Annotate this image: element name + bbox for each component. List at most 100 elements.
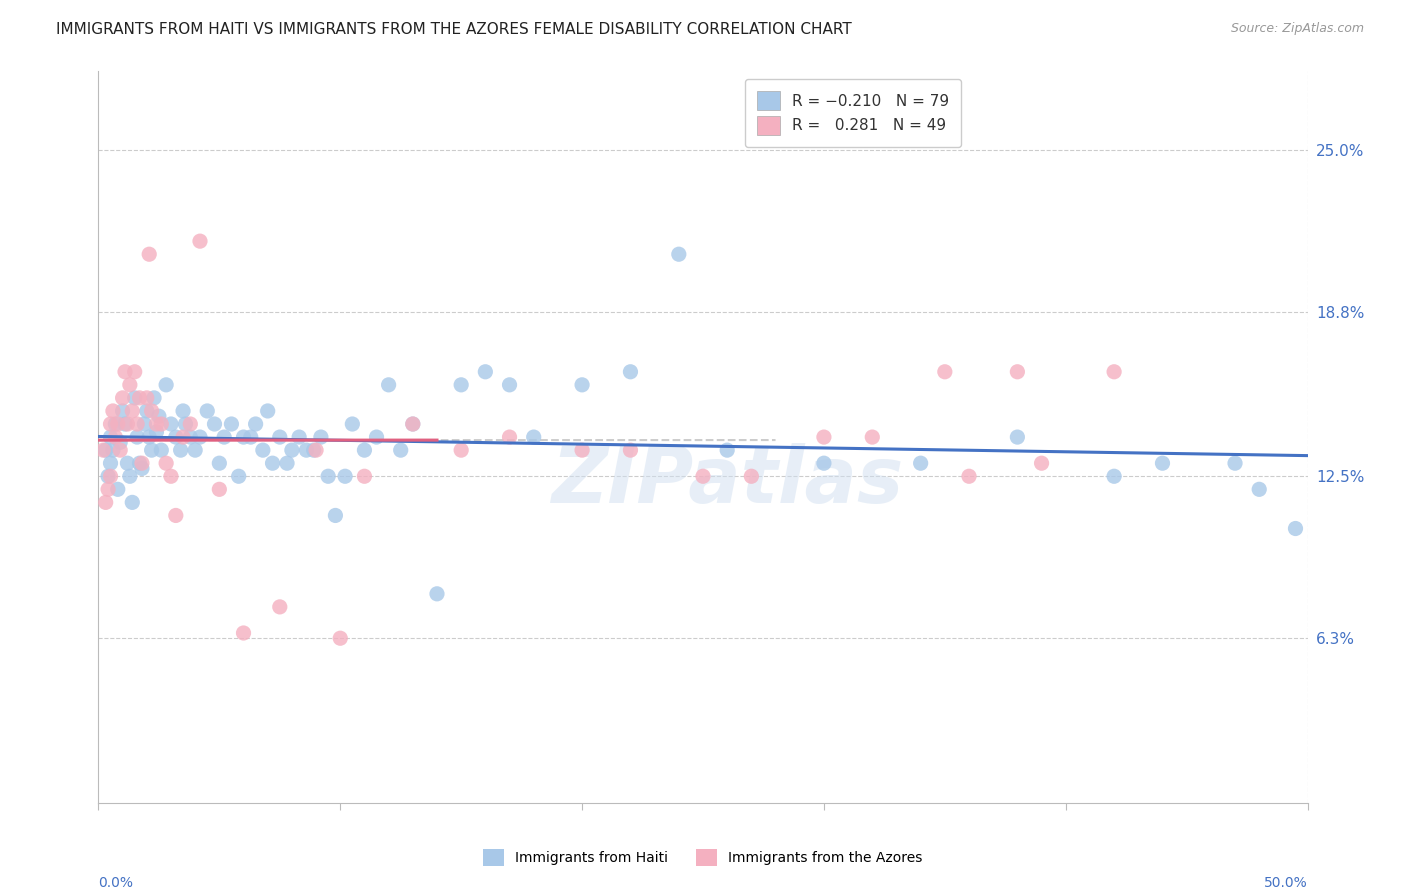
Point [121,495,143,509]
Point [813,430,835,444]
Text: IMMIGRANTS FROM HAITI VS IMMIGRANTS FROM THE AZORES FEMALE DISABILITY CORRELATIO: IMMIGRANTS FROM HAITI VS IMMIGRANTS FROM… [56,22,852,37]
Point [138,247,160,261]
Point [269,599,291,614]
Point [571,443,593,458]
Point [910,456,932,470]
Point [668,247,690,261]
Point [860,430,883,444]
Point [117,417,139,431]
Point [309,430,332,444]
Point [111,391,134,405]
Point [141,443,163,458]
Point [141,404,163,418]
Point [117,456,139,470]
Point [97,469,120,483]
Point [1152,456,1174,470]
Point [195,404,218,418]
Legend: R = −0.210   N = 79, R =   0.281   N = 49: R = −0.210 N = 79, R = 0.281 N = 49 [745,79,962,147]
Point [571,377,593,392]
Point [155,377,177,392]
Point [107,483,129,497]
Point [1031,456,1053,470]
Point [288,430,311,444]
Point [97,483,120,497]
Point [101,443,124,458]
Point [107,417,129,431]
Point [366,430,388,444]
Point [1284,521,1306,535]
Point [118,377,141,392]
Point [740,469,762,483]
Point [957,469,980,483]
Point [150,417,173,431]
Point [188,430,211,444]
Point [127,417,149,431]
Point [138,430,160,444]
Point [256,404,278,418]
Text: 0.0%: 0.0% [98,876,134,890]
Point [281,443,304,458]
Point [692,469,714,483]
Point [208,483,231,497]
Point [174,417,197,431]
Point [179,430,201,444]
Point [172,430,194,444]
Point [269,430,291,444]
Point [426,587,449,601]
Point [619,443,641,458]
Point [169,443,191,458]
Point [325,508,347,523]
Point [114,365,136,379]
Point [124,365,146,379]
Point [128,456,150,470]
Point [160,417,183,431]
Point [155,456,177,470]
Point [134,417,156,431]
Point [498,377,520,392]
Point [111,404,134,418]
Point [450,377,472,392]
Point [1102,469,1125,483]
Point [221,417,243,431]
Point [1007,365,1029,379]
Point [184,443,207,458]
Point [179,417,201,431]
Point [450,443,472,458]
Point [94,443,117,458]
Point [305,443,328,458]
Point [402,417,425,431]
Point [101,404,124,418]
Point [100,456,122,470]
Point [1007,430,1029,444]
Point [813,456,835,470]
Point [1249,483,1271,497]
Point [353,469,375,483]
Point [333,469,356,483]
Point [143,391,166,405]
Point [498,430,520,444]
Text: 50.0%: 50.0% [1264,876,1308,890]
Point [619,365,641,379]
Text: ZIPatlas: ZIPatlas [551,443,903,519]
Point [135,391,157,405]
Point [94,495,117,509]
Point [232,626,254,640]
Point [128,391,150,405]
Point [232,430,254,444]
Point [91,443,114,458]
Point [100,417,122,431]
Point [135,404,157,418]
Point [316,469,339,483]
Point [716,443,738,458]
Point [188,234,211,248]
Point [204,417,226,431]
Point [302,443,325,458]
Point [377,377,399,392]
Point [148,409,170,424]
Point [245,417,267,431]
Point [104,430,127,444]
Point [474,365,496,379]
Point [145,425,167,439]
Point [100,430,122,444]
Point [131,456,153,470]
